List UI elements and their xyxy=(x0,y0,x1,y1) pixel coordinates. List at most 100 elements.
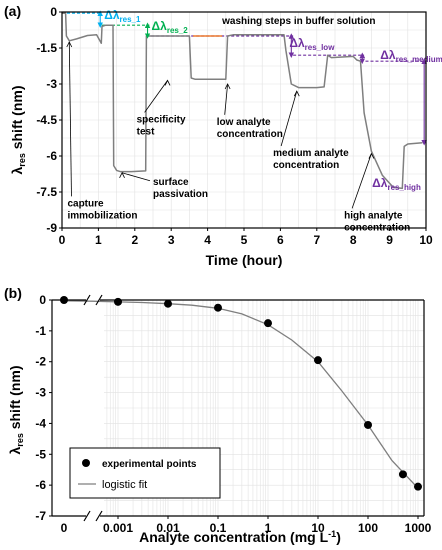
panel-b-y-tick-label: -5 xyxy=(35,447,46,461)
panel-a-delta-label-sub: res_high xyxy=(387,183,420,192)
panel-a-annotation-5-line-0: surface xyxy=(153,177,189,188)
panel-a-annotation-4-line-0: capture xyxy=(67,198,104,209)
panel-b-data-point xyxy=(164,299,172,308)
panel-b-axis-break-mark xyxy=(83,510,91,522)
panel-a-x-tick-label: 3 xyxy=(168,233,175,247)
panel-b-x-tick-label: 100 xyxy=(358,521,378,535)
panel-b-y-tick-label: -6 xyxy=(35,478,46,492)
panel-b-legend-box xyxy=(69,447,221,499)
panel-b-axis-break-mark xyxy=(95,294,103,306)
panel-b-y-axis-label-sub: res xyxy=(15,433,25,447)
panel-b-fit-line xyxy=(63,299,419,489)
panel-b-x-tick-label: 1 xyxy=(265,521,272,535)
panel-a-y-tick-label: -3 xyxy=(46,77,57,91)
panel-b-axes xyxy=(51,294,425,522)
panel-b-y-tick-label: -1 xyxy=(35,324,46,338)
panel-a-annotation-6-line-0: high analyte xyxy=(344,210,403,221)
panel-a-y-tick-label: -6 xyxy=(46,149,57,163)
panel-b-y-tick-label: -2 xyxy=(35,355,46,369)
panel-b-data-point xyxy=(264,319,272,328)
panel-b-axis-break-mark xyxy=(95,510,103,522)
panel-a-delta-label-main: Δλ xyxy=(289,36,305,50)
panel-a-annotation-1-line-1: test xyxy=(137,126,155,137)
panel-a-annotation-arrow-4 xyxy=(68,41,72,197)
panel-b-x-axis-label-sup: -1 xyxy=(328,529,336,539)
panel-b-legend-point-marker xyxy=(82,459,90,467)
panel-a-delta-label-sub: res_1 xyxy=(120,15,141,24)
panel-a-y-axis-label-sub: res xyxy=(17,153,27,167)
panel-a-y-tick-label: -4.5 xyxy=(36,113,57,127)
panel-b-data-point xyxy=(364,420,372,429)
panel-b-y-tick-label: -7 xyxy=(35,509,46,523)
panel-b-y-tick-label: -3 xyxy=(35,386,46,400)
panel-a-x-tick-label: 1 xyxy=(95,233,102,247)
panel-a-annotations: washing steps in buffer solution specific… xyxy=(66,16,410,233)
panel-b-label: (b) xyxy=(4,285,22,301)
panel-a-annotation-3-line-0: medium analyte xyxy=(273,148,349,159)
panel-b-data-point xyxy=(314,356,322,365)
panel-a-delta-label-sub: res_medium xyxy=(396,55,442,64)
panel-b-data-point xyxy=(114,297,122,306)
panel-a-annotation-arrowhead-3 xyxy=(293,90,300,97)
panel-a-annotation-4-line-1: immobilization xyxy=(67,210,137,221)
panel-a-annotation-arrow-5 xyxy=(121,172,151,182)
panel-a-annotation-3-line-1: concentration xyxy=(273,160,339,171)
panel-b-y-tick-label: -4 xyxy=(35,416,46,430)
panel-a-x-tick-label: 6 xyxy=(277,233,284,247)
panel-a-delta-arrows: Δλres_1 Δλres_2Δλres_lowΔλres_mediumΔλres… xyxy=(97,8,442,192)
panel-a-delta-label-4: Δλres_high xyxy=(372,176,421,192)
panel-b-y-axis-label-tail: shift (nm) xyxy=(7,366,23,434)
panel-a-delta-label-main: Δλ xyxy=(152,19,168,33)
panel-a-y-tick-label: -1.5 xyxy=(36,41,57,55)
panel-a-annotation-2-line-1: concentration xyxy=(217,129,283,140)
panel-a-annotation-arrow-3 xyxy=(280,91,298,147)
panel-a-x-tick-label: 2 xyxy=(131,233,138,247)
panel-a-x-tick-label: 9 xyxy=(386,233,393,247)
panel-a-delta-label-main: Δλ xyxy=(380,48,396,62)
panel-b-legend: experimental points logistic fit xyxy=(69,447,221,499)
panel-a-delta-label-main: Δλ xyxy=(372,176,388,190)
panel-b-axis-break-mark xyxy=(83,294,91,306)
panel-a-annotation-2-line-0: low analyte xyxy=(217,117,271,128)
panel-b-y-tick-label: 0 xyxy=(39,293,46,307)
panel-b-x-tick-label: 0.001 xyxy=(103,521,133,535)
panel-a-series xyxy=(62,12,423,190)
panel-a-chart: (a) Δλres_1 Δλres_2Δλres_lowΔλres_mediumΔ… xyxy=(4,3,442,268)
panel-b-chart: (b) 0 0.001 0.01 0.1 1 10 100 1000 0 -1 -2 -3 -4 -5 -6… xyxy=(4,285,432,545)
panel-b-data-point xyxy=(414,482,422,491)
panel-a-y-axis-label-tail: shift (nm) xyxy=(9,86,25,154)
panel-a-x-tick-label: 10 xyxy=(419,233,433,247)
panel-b-data-point xyxy=(214,303,222,312)
panel-b-legend-fit-label: logistic fit xyxy=(102,479,147,491)
panel-a-annotation-arrowhead-2 xyxy=(224,83,231,90)
panel-a-series-line-0 xyxy=(62,12,423,190)
panel-a-delta-label-0: Δλres_1 xyxy=(104,8,141,24)
panel-a-x-tick-label: 0 xyxy=(59,233,66,247)
panel-a-label: (a) xyxy=(4,3,21,19)
panel-a-annotation-1-line-0: specificity xyxy=(137,114,186,125)
panel-a-y-tick-label: -7.5 xyxy=(36,185,57,199)
panel-a-delta-label-1: Δλres_2 xyxy=(152,19,189,35)
panel-a-x-tick-label: 4 xyxy=(204,233,211,247)
panel-b-x-tick-label: 10 xyxy=(311,521,325,535)
panel-a-x-tick-label: 7 xyxy=(313,233,320,247)
panel-a-annotation-arrow-6 xyxy=(351,153,372,209)
panel-a-annotation-arrowhead-5 xyxy=(119,171,125,178)
panel-a-annotation-arrowhead-1 xyxy=(164,79,171,86)
panel-a-annotation-arrowhead-4 xyxy=(66,41,73,48)
panel-a-delta-label-sub: res_low xyxy=(305,43,336,52)
panel-b-x-axis-label-tail: ) xyxy=(336,529,341,545)
panel-a-annotation-arrowhead-6 xyxy=(368,152,375,159)
panel-a-y-axis-label: λres shift (nm) xyxy=(9,86,27,175)
panel-b-legend-points-label: experimental points xyxy=(102,459,197,470)
panel-a-y-tick-label: -9 xyxy=(46,221,57,235)
panel-a-delta-label-3: Δλres_medium xyxy=(380,48,442,64)
panel-a-x-tick-label: 5 xyxy=(241,233,248,247)
panel-a-y-tick-label: 0 xyxy=(50,5,57,19)
panel-b-x-tick-label-zero: 0 xyxy=(61,521,68,535)
panel-b-x-tick-label: 0.01 xyxy=(156,521,180,535)
panel-b-ticks: 0 0.001 0.01 0.1 1 10 100 1000 0 -1 -2 -3 -4 -5 -6 -7 xyxy=(35,293,431,535)
panel-b-x-tick-label: 1000 xyxy=(405,521,432,535)
panel-b-x-axis-label: Analyte concentration (mg L-1) xyxy=(139,529,341,545)
